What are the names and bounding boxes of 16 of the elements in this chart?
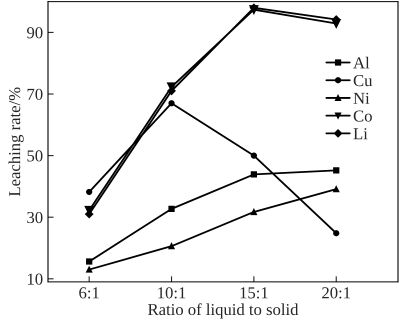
legend-label: Co <box>354 110 372 122</box>
y-tick-label: 90 <box>27 27 43 38</box>
y-tick-label: 70 <box>28 88 43 100</box>
legend-label: Ni <box>354 92 370 104</box>
x-axis-title: Ratio of liquid to solid <box>148 303 298 319</box>
y-tick-label: 50 <box>27 150 43 162</box>
legend-label: Li <box>354 128 368 140</box>
legend-label: Al <box>353 56 370 68</box>
legend-label: Cu <box>354 75 372 86</box>
x-tick-label: 10:1 <box>158 287 186 299</box>
x-tick-label: 15:1 <box>240 287 268 299</box>
x-tick-label: 20:1 <box>322 287 350 299</box>
y-tick-label: 10 <box>28 274 43 285</box>
y-axis-title: Leaching rate/% <box>8 87 24 196</box>
y-tick-label: 30 <box>27 212 43 224</box>
x-tick-label: 6:1 <box>79 287 99 299</box>
